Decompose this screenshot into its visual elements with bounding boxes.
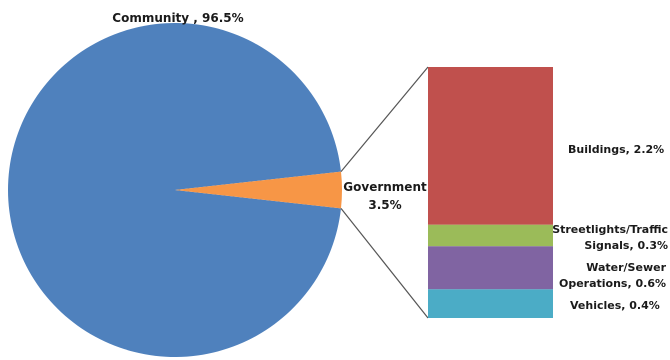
connector-bottom — [340, 207, 429, 319]
buildings-segment — [428, 67, 553, 225]
vehicles-segment — [428, 289, 553, 318]
connector-top — [340, 66, 429, 173]
streetlights-label-line2: Signals, 0.3% — [584, 239, 668, 252]
water-sewer-segment — [428, 246, 553, 290]
pie-group — [8, 23, 343, 358]
buildings-label: Buildings, 2.2% — [568, 143, 664, 156]
government-slice — [175, 171, 343, 209]
water-sewer-label-line1: Water/Sewer — [586, 261, 666, 274]
vehicles-label: Vehicles, 0.4% — [570, 299, 660, 312]
water-sewer-label-line2: Operations, 0.6% — [559, 277, 666, 290]
streetlights-label-line1: Streetlights/Traffic — [552, 223, 668, 236]
community-label: Community , 96.5% — [112, 11, 243, 25]
government-label-name: Government — [343, 180, 427, 194]
community-slice — [8, 23, 341, 358]
streetlights-segment — [428, 224, 553, 247]
connector-lines — [340, 66, 429, 319]
stacked-bar-group — [428, 67, 553, 318]
government-label-value: 3.5% — [368, 198, 401, 212]
